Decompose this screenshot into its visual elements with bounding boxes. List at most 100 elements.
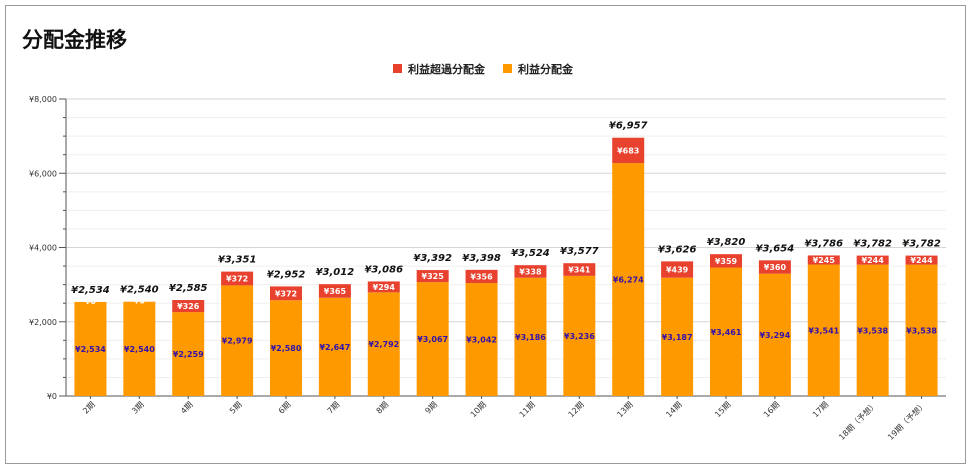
legend-label: 利益超過分配金 xyxy=(408,62,486,76)
y-tick-label: ¥0 xyxy=(47,392,57,401)
total-value-label: ¥3,626 xyxy=(658,244,697,255)
bar-value-label: ¥3,541 xyxy=(808,326,839,335)
bar-value-label: ¥6,274 xyxy=(613,276,644,285)
bar-value-label: ¥3,538 xyxy=(906,326,937,335)
bar-value-label: ¥3,187 xyxy=(662,333,693,342)
total-value-label: ¥2,540 xyxy=(120,285,159,296)
total-value-label: ¥3,786 xyxy=(804,238,843,249)
bar-value-label: ¥439 xyxy=(666,266,689,275)
bar-excess-distribution xyxy=(514,265,547,278)
total-value-label: ¥3,086 xyxy=(364,264,403,275)
bar-profit-distribution xyxy=(856,264,889,396)
bar-value-label: ¥0 xyxy=(134,297,146,306)
bar-excess-distribution xyxy=(465,269,498,284)
x-tick-label: 4期 xyxy=(179,400,195,416)
bar-value-label: ¥3,294 xyxy=(759,331,790,340)
total-value-label: ¥3,012 xyxy=(316,267,355,278)
x-tick-label: 5期 xyxy=(228,400,244,416)
bar-excess-distribution xyxy=(710,254,742,268)
bar-profit-distribution xyxy=(563,275,596,396)
bar-profit-distribution xyxy=(905,264,938,396)
bar-excess-distribution xyxy=(172,300,205,313)
bar-value-label: ¥372 xyxy=(275,289,297,298)
bar-profit-distribution xyxy=(172,312,205,396)
total-value-label: ¥3,577 xyxy=(560,246,599,257)
x-tick-label: 17期 xyxy=(811,400,830,419)
legend-swatch xyxy=(503,64,512,73)
bar-excess-distribution xyxy=(905,255,938,265)
bar-value-label: ¥2,540 xyxy=(124,345,155,354)
x-tick-label: 15期 xyxy=(713,400,732,419)
bar-profit-distribution xyxy=(612,163,645,396)
bar-value-label: ¥341 xyxy=(568,266,591,275)
bar-value-label: ¥3,538 xyxy=(857,326,888,335)
chart-title: 分配金推移 xyxy=(22,28,127,52)
bar-excess-distribution xyxy=(416,270,449,283)
total-value-label: ¥3,398 xyxy=(462,253,501,264)
x-tick-label: 16期 xyxy=(762,400,781,419)
bar-value-label: ¥326 xyxy=(177,302,200,311)
bar-value-label: ¥3,236 xyxy=(564,332,595,341)
bar-value-label: ¥683 xyxy=(617,146,639,155)
total-value-label: ¥2,534 xyxy=(71,285,110,296)
total-value-label: ¥2,585 xyxy=(169,283,208,294)
bar-value-label: ¥372 xyxy=(226,274,248,283)
bar-excess-distribution xyxy=(807,255,840,265)
x-tick-label: 6期 xyxy=(277,400,293,416)
total-value-label: ¥6,957 xyxy=(609,121,648,132)
total-value-label: ¥3,654 xyxy=(756,243,795,254)
bar-value-label: ¥2,647 xyxy=(319,343,350,352)
y-tick-label: ¥6,000 xyxy=(29,169,57,178)
total-value-label: ¥3,782 xyxy=(853,239,892,250)
bar-value-label: ¥338 xyxy=(519,267,542,276)
bar-profit-distribution xyxy=(367,292,400,396)
bar-value-label: ¥359 xyxy=(715,257,738,266)
bar-value-label: ¥245 xyxy=(813,256,836,265)
bar-value-label: ¥365 xyxy=(324,287,347,296)
bar-profit-distribution xyxy=(123,301,156,396)
bar-value-label: ¥2,259 xyxy=(173,350,204,359)
x-tick-label: 13期 xyxy=(615,400,634,419)
bar-value-label: ¥2,979 xyxy=(222,337,253,346)
bar-profit-distribution xyxy=(514,277,547,396)
total-value-label: ¥3,392 xyxy=(413,253,452,264)
bar-value-label: ¥3,067 xyxy=(417,335,448,344)
bar-profit-distribution xyxy=(465,283,498,396)
x-tick-label: 18期（予想） xyxy=(837,399,880,442)
bar-value-label: ¥3,186 xyxy=(515,333,546,342)
total-value-label: ¥3,820 xyxy=(707,237,746,248)
x-tick-label: 10期 xyxy=(469,400,488,419)
x-tick-label: 8期 xyxy=(375,400,391,416)
y-tick-label: ¥2,000 xyxy=(29,318,57,327)
x-tick-label: 19期（予想） xyxy=(885,399,928,442)
bar-profit-distribution xyxy=(74,301,107,396)
legend-swatch xyxy=(393,64,402,73)
x-tick-label: 11期 xyxy=(518,400,537,419)
bar-excess-distribution xyxy=(318,284,351,298)
total-value-label: ¥2,952 xyxy=(267,269,306,280)
bar-profit-distribution xyxy=(758,273,791,396)
bar-value-label: ¥244 xyxy=(910,256,933,265)
x-tick-label: 9期 xyxy=(423,400,439,416)
y-tick-label: ¥4,000 xyxy=(29,244,57,253)
bar-value-label: ¥0 xyxy=(85,297,97,306)
bar-excess-distribution xyxy=(856,255,889,265)
bar-excess-distribution xyxy=(661,261,694,278)
bar-profit-distribution xyxy=(221,285,254,396)
legend-label: 利益分配金 xyxy=(518,62,574,76)
bar-excess-distribution xyxy=(367,281,400,293)
bar-value-label: ¥325 xyxy=(422,272,445,281)
x-tick-label: 7期 xyxy=(326,400,342,416)
x-tick-label: 2期 xyxy=(81,400,97,416)
total-value-label: ¥3,351 xyxy=(218,255,257,266)
total-value-label: ¥3,782 xyxy=(902,239,941,250)
bar-profit-distribution xyxy=(710,267,742,396)
bar-excess-distribution xyxy=(612,137,645,164)
bar-value-label: ¥3,042 xyxy=(466,336,497,345)
bar-value-label: ¥2,792 xyxy=(368,340,399,349)
bar-profit-distribution xyxy=(807,264,840,396)
total-value-label: ¥3,524 xyxy=(511,248,550,259)
bar-value-label: ¥356 xyxy=(470,272,493,281)
bar-excess-distribution xyxy=(270,286,302,301)
